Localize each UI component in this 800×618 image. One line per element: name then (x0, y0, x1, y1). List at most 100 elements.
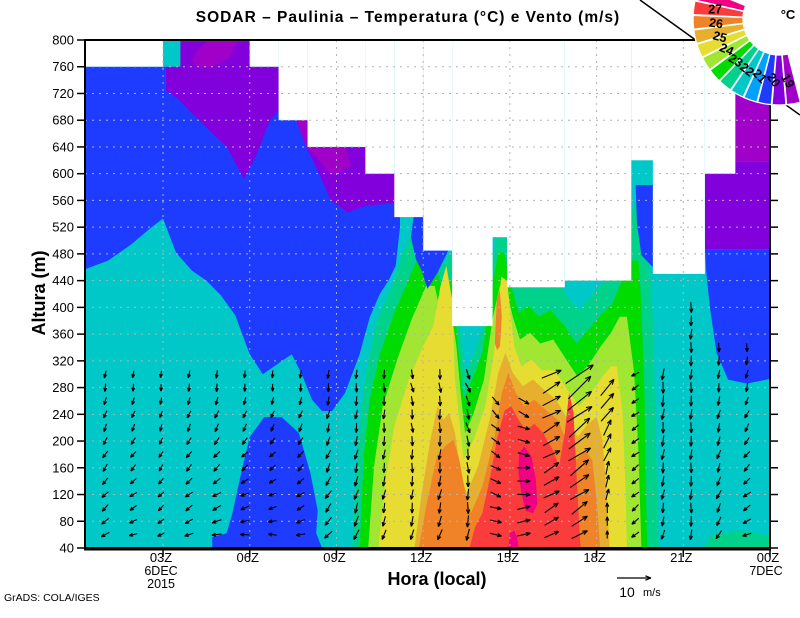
wind-arrow (354, 382, 359, 393)
y-tick-label: 120 (52, 487, 74, 502)
wind-arrow (410, 436, 415, 447)
y-tick-label: 320 (52, 353, 74, 368)
wind-arrow (518, 410, 530, 418)
wind-arrow (688, 395, 694, 407)
wind-arrow (381, 449, 386, 460)
wind-arrow (631, 398, 640, 404)
wind-arrow (605, 530, 610, 539)
wind-arrow (605, 488, 610, 501)
wind-arrow (298, 423, 303, 432)
wind-scale-unit: m/s (643, 587, 661, 599)
wind-arrow (688, 515, 694, 527)
wind-arrow (489, 506, 502, 511)
wind-arrow (688, 409, 693, 420)
wind-arrow (131, 370, 136, 379)
wind-arrow (325, 463, 331, 473)
wind-arrow (185, 504, 193, 512)
wind-arrow (543, 476, 560, 486)
contour-region-orange-blade (494, 290, 502, 351)
missing-data-cell (423, 40, 453, 251)
wind-arrow (517, 452, 531, 458)
wind-arrow (298, 370, 303, 379)
wind-arrow (214, 410, 220, 419)
wind-arrow (743, 437, 750, 446)
wind-arrow (568, 432, 591, 450)
wind-arrow (353, 515, 359, 527)
wind-arrow (631, 451, 640, 458)
wind-arrow (410, 396, 415, 406)
wind-arrow (324, 490, 332, 499)
wind-arrow (241, 464, 249, 472)
wind-arrow (269, 464, 276, 472)
wind-arrow (185, 477, 193, 485)
x-axis-label: Hora (local) (387, 569, 486, 589)
wind-arrow (242, 396, 247, 406)
wind-arrow (184, 518, 194, 525)
wind-arrow (268, 532, 277, 537)
date-label-end: 7DEC (749, 564, 782, 578)
wind-arrow (324, 530, 333, 539)
wind-arrow (491, 437, 501, 445)
wind-arrow (240, 478, 249, 484)
wind-arrow (410, 369, 415, 380)
wind-arrow (437, 369, 443, 380)
wind-arrow (688, 435, 694, 447)
wind-arrow (490, 424, 501, 432)
wind-arrow (438, 422, 443, 434)
wind-arrow (354, 462, 359, 474)
wind-arrow (131, 410, 136, 419)
y-tick-label: 240 (52, 407, 74, 422)
wind-arrow (437, 435, 442, 447)
wind-arrow (131, 383, 136, 392)
wind-arrow (660, 381, 666, 394)
wind-arrow (603, 433, 612, 449)
wind-arrow (381, 462, 387, 473)
wind-arrow (103, 383, 108, 392)
wind-arrow (295, 532, 306, 537)
y-tick-label: 40 (60, 541, 74, 556)
wind-arrow (715, 490, 722, 500)
wind-arrow (689, 342, 694, 353)
wind-arrow (102, 450, 109, 459)
wind-arrow (689, 462, 694, 474)
wind-arrow (600, 392, 615, 409)
wind-arrow (688, 368, 693, 380)
contour-region-blue-dawn-pocket (212, 417, 322, 548)
wind-arrow (212, 504, 222, 511)
wind-arrow (159, 384, 164, 392)
wind-arrow (159, 410, 163, 418)
wind-arrow (542, 409, 561, 419)
wind-arrow (517, 518, 531, 524)
wind-arrow (213, 437, 220, 446)
y-tick-label: 520 (52, 220, 74, 235)
wind-arrow (326, 436, 331, 446)
wind-arrow (603, 419, 612, 436)
missing-data-cell (394, 40, 424, 218)
wind-arrow (298, 383, 303, 392)
wind-arrow (326, 409, 331, 419)
wind-arrow (382, 396, 387, 406)
wind-arrow (660, 408, 665, 421)
wind-arrow (240, 505, 250, 511)
wind-arrow (326, 423, 331, 433)
wind-arrow (744, 396, 749, 406)
wind-arrow (297, 437, 304, 446)
wind-arrow (242, 410, 248, 419)
wind-arrow (543, 421, 560, 434)
legend-tick-label: 24 (717, 40, 735, 58)
wind-arrow (716, 356, 721, 366)
y-tick-label: 280 (52, 380, 74, 395)
wind-arrow (157, 532, 165, 537)
wind-arrow (353, 449, 359, 460)
wind-arrow (268, 505, 277, 510)
wind-arrow (660, 422, 666, 434)
wind-arrow (186, 396, 191, 406)
wind-arrow (660, 475, 665, 487)
wind-arrow (543, 490, 560, 499)
date-label-start: 6DEC (144, 564, 177, 578)
wind-arrow (211, 519, 222, 524)
wind-arrow (186, 463, 192, 472)
wind-arrow (268, 519, 277, 524)
wind-arrow (600, 378, 615, 397)
wind-arrow (410, 422, 415, 433)
